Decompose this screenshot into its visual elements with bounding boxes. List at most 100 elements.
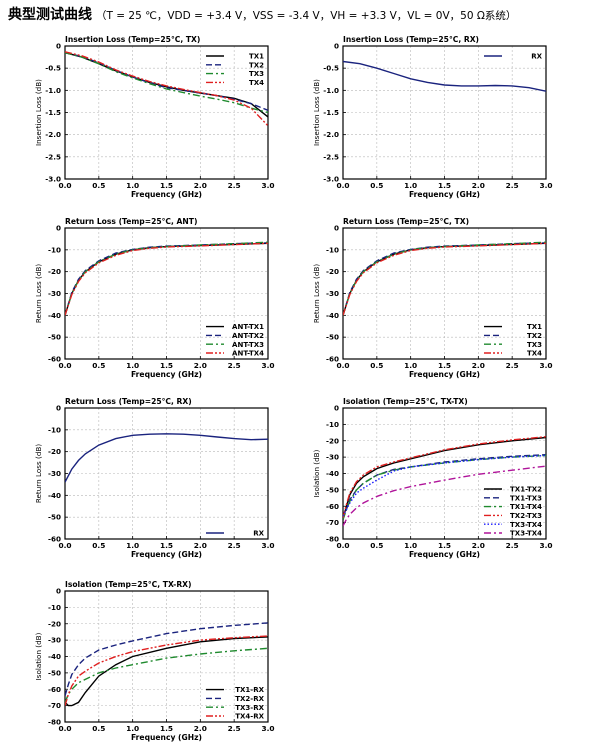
y-tick-label: -70: [48, 701, 61, 710]
chart-4: Return Loss (Temp=25°C, TX) 0.0 0.5 1.0 1.5 2…: [312, 217, 553, 379]
legend-label: ANT-TX3: [232, 341, 264, 349]
x-tick-label: 1.5: [160, 181, 173, 190]
x-tick-label: 0.5: [92, 724, 105, 733]
x-tick-label: 0.5: [370, 181, 383, 190]
series-line-rx: [343, 60, 546, 92]
x-tick-label: 2.5: [228, 724, 241, 733]
x-tick-label: 3.0: [261, 541, 274, 550]
chart-2: Insertion Loss (Temp=25°C, RX) 0.0 0.5 1.0 1…: [312, 35, 553, 199]
series-line-tx3-tx4: [343, 454, 546, 517]
y-tick-label: -2.0: [45, 130, 61, 139]
y-tick-label: 0: [56, 42, 61, 51]
chart-6: Isolation (Temp=25°C, TX-TX) 0.0 0.5 1.0 1.5…: [312, 397, 553, 559]
chart-5: Return Loss (Temp=25°C, RX) 0.0 0.5 1.0 1.5 2…: [34, 397, 275, 559]
legend-label: TX2: [249, 61, 264, 69]
series-line-ant-tx4: [65, 242, 268, 316]
legend-label: TX1-TX3: [510, 494, 542, 502]
x-tick-label: 1.5: [438, 541, 451, 550]
chart-title: Insertion Loss (Temp=25°C, RX): [343, 35, 479, 44]
x-tick-label: 1.5: [160, 361, 173, 370]
test-conditions: （T = 25 ℃，VDD = +3.4 V，VSS = -3.4 V，VH =…: [96, 10, 517, 22]
chart-title: Isolation (Temp=25°C, TX-TX): [343, 397, 468, 406]
x-axis-label: Frequency (GHz): [409, 190, 480, 199]
legend-label: ANT-TX2: [232, 332, 264, 340]
y-tick-label: -80: [326, 535, 339, 544]
y-tick-label: -50: [48, 513, 61, 522]
series-line-rx: [65, 433, 268, 483]
x-tick-label: 1.0: [126, 361, 139, 370]
legend-label: TX4: [249, 79, 264, 87]
x-tick-label: 0.0: [336, 181, 349, 190]
x-tick-label: 0.5: [370, 541, 383, 550]
legend-label: TX3: [527, 341, 542, 349]
chart-title: Return Loss (Temp=25°C, ANT): [65, 217, 197, 226]
x-axis-label: Frequency (GHz): [409, 370, 480, 379]
x-tick-label: 1.5: [438, 361, 451, 370]
y-axis-label: Return Loss (dB): [34, 444, 43, 503]
x-tick-label: 0.0: [58, 181, 71, 190]
y-tick-label: -40: [326, 469, 339, 478]
y-tick-label: -40: [48, 311, 61, 320]
legend-label: TX1: [527, 323, 542, 331]
chart-7: Isolation (Temp=25°C, TX-RX) 0.0 0.5 1.0 1.5…: [34, 580, 275, 742]
x-tick-label: 1.0: [404, 541, 417, 550]
y-tick-label: -60: [48, 535, 61, 544]
legend-label: TX2: [527, 332, 542, 340]
legend-label: TX2-RX: [235, 695, 264, 703]
y-tick-label: -10: [48, 245, 61, 254]
x-tick-label: 0.5: [92, 541, 105, 550]
y-tick-label: -20: [48, 447, 61, 456]
x-tick-label: 0.0: [336, 541, 349, 550]
y-tick-label: -30: [48, 469, 61, 478]
y-tick-label: -30: [326, 453, 339, 462]
y-tick-label: -10: [326, 245, 339, 254]
x-tick-label: 1.0: [126, 181, 139, 190]
legend-label: TX1-TX2: [510, 486, 542, 494]
page-header: 典型测试曲线 （T = 25 ℃，VDD = +3.4 V，VSS = -3.4 …: [8, 4, 516, 26]
y-tick-label: -3.0: [45, 175, 61, 184]
x-tick-label: 0.5: [92, 361, 105, 370]
x-tick-label: 2.0: [472, 541, 485, 550]
y-axis-label: Insertion Loss (dB): [312, 79, 321, 146]
x-tick-label: 2.0: [194, 181, 207, 190]
y-tick-label: -10: [326, 420, 339, 429]
y-tick-label: -30: [326, 289, 339, 298]
legend-label: ANT-TX4: [232, 350, 264, 358]
y-tick-label: -40: [48, 491, 61, 500]
y-tick-label: 0: [334, 404, 339, 413]
page-title: 典型测试曲线: [8, 7, 92, 23]
series-line-tx3-tx4: [343, 465, 546, 527]
chart-1: Insertion Loss (Temp=25°C, TX) 0.0 0.5 1.0 1…: [34, 35, 275, 199]
x-tick-label: 1.0: [126, 724, 139, 733]
x-tick-label: 3.0: [261, 361, 274, 370]
x-tick-label: 2.5: [228, 361, 241, 370]
chart-title: Isolation (Temp=25°C, TX-RX): [65, 580, 192, 589]
y-tick-label: -20: [326, 436, 339, 445]
chart-title: Return Loss (Temp=25°C, TX): [343, 217, 469, 226]
y-axis-label: Return Loss (dB): [312, 264, 321, 323]
y-tick-label: -30: [48, 289, 61, 298]
y-tick-label: -1.0: [323, 86, 339, 95]
y-tick-label: -60: [48, 355, 61, 364]
x-tick-label: 2.0: [194, 724, 207, 733]
y-tick-label: -50: [48, 668, 61, 677]
y-tick-label: -2.5: [323, 152, 339, 161]
x-tick-label: 1.5: [160, 724, 173, 733]
y-tick-label: -10: [48, 603, 61, 612]
x-tick-label: 2.0: [472, 181, 485, 190]
legend-label: TX4-RX: [235, 713, 264, 721]
x-tick-label: 1.0: [126, 541, 139, 550]
y-tick-label: -30: [48, 636, 61, 645]
x-tick-label: 2.0: [472, 361, 485, 370]
chart-title: Return Loss (Temp=25°C, RX): [65, 397, 192, 406]
x-tick-label: 2.5: [228, 181, 241, 190]
y-tick-label: -60: [48, 685, 61, 694]
x-tick-label: 2.0: [194, 361, 207, 370]
y-tick-label: -20: [48, 619, 61, 628]
x-axis-label: Frequency (GHz): [131, 550, 202, 559]
y-tick-label: -0.5: [45, 64, 61, 73]
series-line-tx4: [65, 51, 268, 127]
legend-label: TX2-TX3: [510, 512, 542, 520]
x-tick-label: 2.5: [506, 181, 519, 190]
x-axis-label: Frequency (GHz): [131, 733, 202, 742]
